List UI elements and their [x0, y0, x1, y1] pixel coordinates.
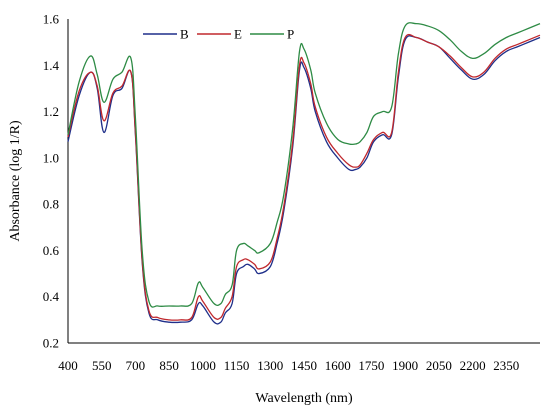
- y-tick-label: 1.0: [43, 150, 59, 165]
- y-tick-label: 1.2: [43, 104, 59, 119]
- x-tick-label: 1600: [325, 358, 351, 373]
- series-line-e: [67, 33, 541, 321]
- x-tick-label: 1900: [392, 358, 418, 373]
- x-tick-label: 1300: [257, 358, 283, 373]
- x-tick-label: 2200: [460, 358, 486, 373]
- x-tick-label: 1450: [291, 358, 317, 373]
- x-tick-label: 700: [126, 358, 146, 373]
- y-tick-label: 1.4: [43, 58, 60, 73]
- y-tick-label: 1.6: [43, 12, 60, 27]
- series-line-p: [67, 22, 541, 308]
- y-tick-label: 0.6: [43, 243, 60, 258]
- x-tick-label: 1150: [224, 358, 250, 373]
- x-tick-label: 2050: [426, 358, 452, 373]
- x-tick-label: 1000: [190, 358, 216, 373]
- x-tick-label: 850: [159, 358, 179, 373]
- series-layer: [67, 22, 541, 325]
- x-tick-label: 400: [58, 358, 78, 373]
- plot-area: 0.2 0.4 0.6 0.8 1.0 1.2 1.4 1.6 400 550 700 850 1000…: [43, 12, 541, 374]
- y-tick-label: 0.2: [43, 336, 59, 351]
- x-axis-title: Wavelength (nm): [255, 391, 353, 406]
- tick-layer: 0.2 0.4 0.6 0.8 1.0 1.2 1.4 1.6 400 550 700 850 1000…: [43, 12, 520, 374]
- x-tick-label: 2350: [493, 358, 519, 373]
- legend-label-b: B: [180, 27, 189, 42]
- y-tick-label: 0.8: [43, 197, 59, 212]
- legend-label-e: E: [234, 27, 242, 42]
- y-tick-label: 0.4: [43, 289, 60, 304]
- y-axis-title: Absorbance (log 1/R): [8, 120, 23, 242]
- legend-label-p: P: [287, 27, 294, 42]
- x-tick-label: 550: [92, 358, 112, 373]
- x-tick-label: 1750: [358, 358, 384, 373]
